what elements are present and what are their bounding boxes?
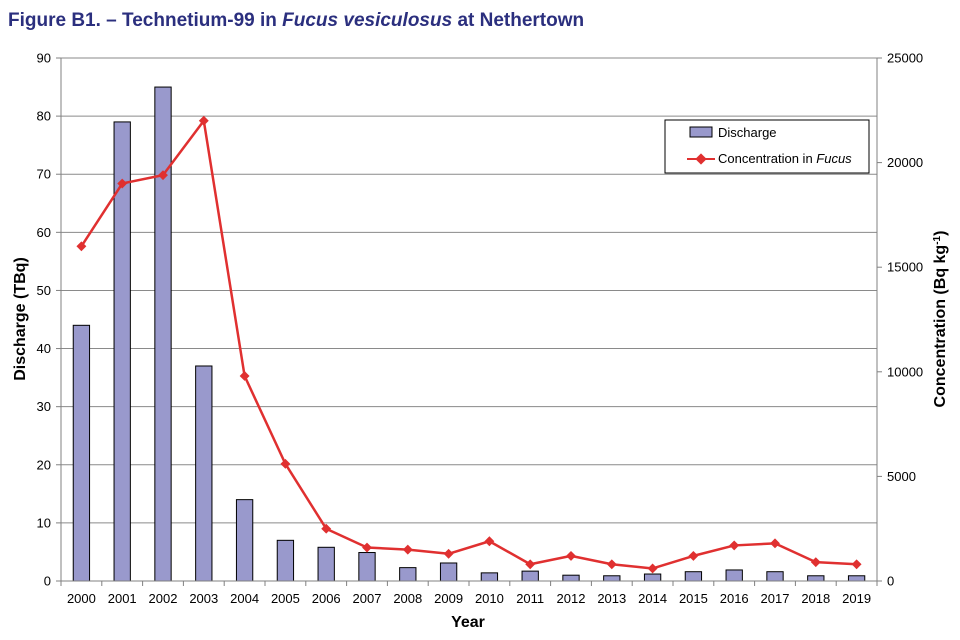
left-tick-label: 90 <box>37 51 51 66</box>
legend-swatch-discharge <box>689 126 713 138</box>
x-axis-ticks: 2000 2001 2002 2003 2004 2005 2006 2007 2008 2009… <box>67 591 871 606</box>
x-tick-label-2012: 2012 <box>557 591 586 606</box>
point-concentration-2017 <box>770 538 780 549</box>
x-tick-label-2016: 2016 <box>720 591 749 606</box>
bar-discharge-2019 <box>847 575 866 582</box>
x-tick-label-2008: 2008 <box>393 591 422 606</box>
bar-discharge-2009 <box>439 562 458 582</box>
point-concentration-2005 <box>280 458 291 469</box>
bar-discharge-2016 <box>725 569 743 582</box>
legend-label-concentration-prefix: Concentration in <box>718 151 816 166</box>
right-axis-title: Concentration (Bq kg-1) <box>932 231 950 408</box>
legend-label-concentration-italic: Fucus <box>816 151 852 166</box>
x-tick-label-2004: 2004 <box>230 591 259 606</box>
left-tick-label: 60 <box>37 225 51 240</box>
left-tick-label: 0 <box>44 574 51 589</box>
axes <box>56 57 882 586</box>
bar-discharge-2004 <box>235 499 254 582</box>
bar-discharge-2007 <box>358 552 376 582</box>
legend-label-discharge: Discharge <box>718 125 777 140</box>
x-tick-label-2015: 2015 <box>679 591 708 606</box>
point-concentration-2004 <box>239 371 250 381</box>
left-axis-title: Discharge (TBq) <box>12 257 29 381</box>
bar-discharge-2017 <box>766 571 784 582</box>
bar-discharge-2015 <box>684 571 703 582</box>
point-concentration-2001 <box>117 178 128 189</box>
right-tick-label: 5000 <box>887 469 916 484</box>
bar-discharge-2012 <box>562 574 580 582</box>
bar-discharge-2014 <box>643 573 662 582</box>
x-tick-label-2011: 2011 <box>516 591 544 606</box>
x-tick-label-2017: 2017 <box>761 591 790 606</box>
point-concentration-2014 <box>647 563 658 574</box>
x-tick-label-2002: 2002 <box>149 591 178 606</box>
point-concentration-2008 <box>402 544 413 555</box>
x-tick-label-2001: 2001 <box>108 591 137 606</box>
x-tick-label-2000: 2000 <box>67 591 96 606</box>
figure-title-prefix: Figure B1. – Technetium-99 in <box>8 10 283 31</box>
figure-title-suffix: at Nethertown <box>452 10 585 31</box>
bar-discharge-2002 <box>154 86 172 582</box>
left-tick-label: 30 <box>37 399 51 414</box>
point-concentration-2000 <box>76 241 87 252</box>
point-concentration-2006 <box>321 523 332 534</box>
x-tick-label-2013: 2013 <box>597 591 626 606</box>
point-concentration-2016 <box>729 540 740 551</box>
x-tick-label-2003: 2003 <box>189 591 218 606</box>
concentration-line <box>76 115 862 574</box>
left-tick-label: 20 <box>37 457 51 472</box>
point-concentration-2011 <box>525 559 536 570</box>
concentration-series-line <box>80 119 857 570</box>
left-axis-ticks: 0 10 20 30 40 50 60 70 80 90 <box>37 51 51 589</box>
bar-discharge-2011 <box>521 570 539 582</box>
right-axis-ticks: 0 5000 10000 15000 20000 25000 <box>887 51 923 589</box>
x-tick-label-2014: 2014 <box>638 591 667 606</box>
point-concentration-2013 <box>606 559 617 570</box>
left-tick-label: 50 <box>37 283 51 298</box>
legend-marker-concentration <box>695 153 707 165</box>
bar-discharge-2013 <box>603 575 621 582</box>
figure-title: Figure B1. – Technetium-99 in Fucus vesi… <box>8 10 584 32</box>
x-tick-label-2019: 2019 <box>842 591 871 606</box>
right-tick-label: 10000 <box>887 364 923 379</box>
right-axis-title-close: ) <box>932 231 949 236</box>
right-tick-label: 15000 <box>887 260 923 275</box>
figure-title-species: Fucus vesiculosus <box>282 10 453 31</box>
bar-discharge-2010 <box>480 572 499 582</box>
legend: Discharge Concentration in Fucus <box>664 119 870 174</box>
point-concentration-2018 <box>810 557 821 568</box>
right-axis-title-sup: -1 <box>932 235 943 244</box>
point-concentration-2019 <box>851 559 862 570</box>
x-tick-label-2006: 2006 <box>312 591 341 606</box>
left-tick-label: 40 <box>37 341 51 356</box>
left-tick-label: 80 <box>37 109 51 124</box>
right-tick-label: 25000 <box>887 51 923 66</box>
point-concentration-2009 <box>443 548 454 559</box>
right-axis-title-base: Concentration (Bq kg <box>932 245 949 408</box>
point-concentration-2003 <box>198 115 209 126</box>
bar-discharge-2000 <box>72 324 91 582</box>
point-concentration-2012 <box>566 550 576 561</box>
x-tick-label-2005: 2005 <box>271 591 300 606</box>
x-tick-label-2007: 2007 <box>353 591 382 606</box>
point-concentration-2015 <box>688 550 699 561</box>
point-concentration-2002 <box>158 170 168 181</box>
x-tick-label-2009: 2009 <box>434 591 463 606</box>
bar-discharge-2018 <box>807 575 825 582</box>
x-tick-label-2010: 2010 <box>475 591 504 606</box>
right-tick-label: 20000 <box>887 155 923 170</box>
legend-label-concentration: Concentration in Fucus <box>718 151 852 166</box>
left-tick-label: 10 <box>37 515 51 530</box>
bar-discharge-2005 <box>276 539 295 582</box>
bar-discharge-2008 <box>399 567 417 582</box>
bar-discharge-2006 <box>317 546 335 582</box>
left-tick-label: 70 <box>37 167 51 182</box>
bar-discharge-2003 <box>195 365 213 582</box>
x-tick-label-2018: 2018 <box>801 591 830 606</box>
point-concentration-2007 <box>362 542 372 553</box>
point-concentration-2010 <box>484 536 495 547</box>
right-tick-label: 0 <box>887 574 894 589</box>
x-axis-title: Year <box>451 614 485 631</box>
